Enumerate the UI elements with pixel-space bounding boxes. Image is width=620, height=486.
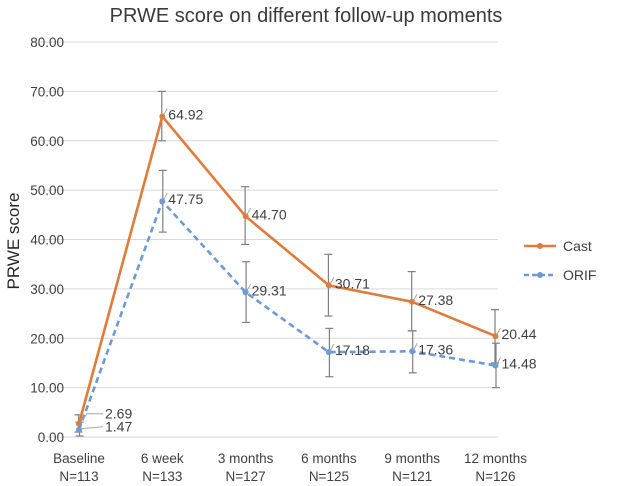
x-tick-label: 12 months [464,451,527,466]
data-label-leaders [80,108,501,430]
series-line-cast [77,115,496,425]
data-label-leader [246,284,252,292]
legend-label: ORIF [563,267,596,283]
y-tick-label: 10.00 [30,381,64,396]
x-tick-labels: Baseline N=113 6 week N=133 3 months N=127 6 m… [53,451,527,484]
legend-item-cast: Cast [524,238,592,254]
data-label-leader [80,426,104,430]
x-tick-n-label: N=121 [392,469,432,484]
data-label-cast: 27.38 [418,292,453,308]
legend: Cast ORIF [524,238,596,283]
data-labels: 2.69 64.92 44.70 30.71 27.38 20.44 1.47 47.75 29… [105,106,537,434]
data-label-cast: 20.44 [502,326,537,342]
series-lines [76,113,499,433]
x-tick-n-label: N=133 [142,469,182,484]
chart-title: PRWE score on different follow-up moment… [110,5,503,27]
legend-swatch-marker [537,243,543,249]
y-tick-labels: 0.00 10.00 20.00 30.00 40.00 50.00 60.00 70.00 8… [30,35,64,445]
data-label-orif: 1.47 [105,419,132,435]
data-label-leader [246,208,252,216]
data-label-leader [162,192,168,201]
x-tick-label: Baseline [53,451,105,466]
x-tick-label: 6 months [301,451,357,466]
data-label-leader [412,343,418,351]
data-label-cast: 64.92 [168,106,203,122]
data-label-leader [162,108,168,116]
data-label-orif: 29.31 [252,282,287,298]
y-tick-label: 30.00 [30,282,64,297]
data-label-leader [329,343,335,352]
data-label-orif: 17.18 [335,342,370,358]
data-label-leader [80,413,103,423]
y-tick-label: 50.00 [30,183,64,198]
y-tick-label: 20.00 [30,331,64,346]
y-tick-label: 70.00 [30,84,64,99]
data-label-leader [329,277,335,285]
data-label-leader [496,357,501,365]
data-point-orif [76,426,82,433]
x-tick-n-label: N=127 [226,469,266,484]
y-tick-label: 0.00 [38,430,64,445]
data-label-cast: 2.69 [105,406,132,422]
y-axis-label: PRWE score [4,193,23,290]
y-tick-label: 80.00 [30,35,64,50]
legend-label: Cast [563,238,592,254]
x-tick-n-label: N=126 [475,469,515,484]
data-label-leader [496,327,501,336]
x-tick-label: 9 months [384,451,440,466]
x-tick-n-label: N=113 [59,469,98,484]
data-label-cast: 44.70 [252,206,287,222]
data-label-orif: 47.75 [168,191,203,207]
data-label-cast: 30.71 [335,275,370,291]
data-label-orif: 17.36 [418,341,453,357]
legend-item-orif: ORIF [524,267,596,283]
y-tick-label: 40.00 [30,233,64,248]
x-tick-label: 3 months [218,451,274,466]
data-label-leader [412,293,418,302]
y-tick-label: 60.00 [30,134,64,149]
x-tick-n-label: N=125 [309,469,349,484]
legend-swatch-marker [537,272,543,278]
data-label-orif: 14.48 [502,356,537,372]
x-tick-label: 6 week [141,451,184,466]
series-line-orif [77,199,496,431]
gridlines [40,41,498,438]
error-bars [74,90,500,437]
